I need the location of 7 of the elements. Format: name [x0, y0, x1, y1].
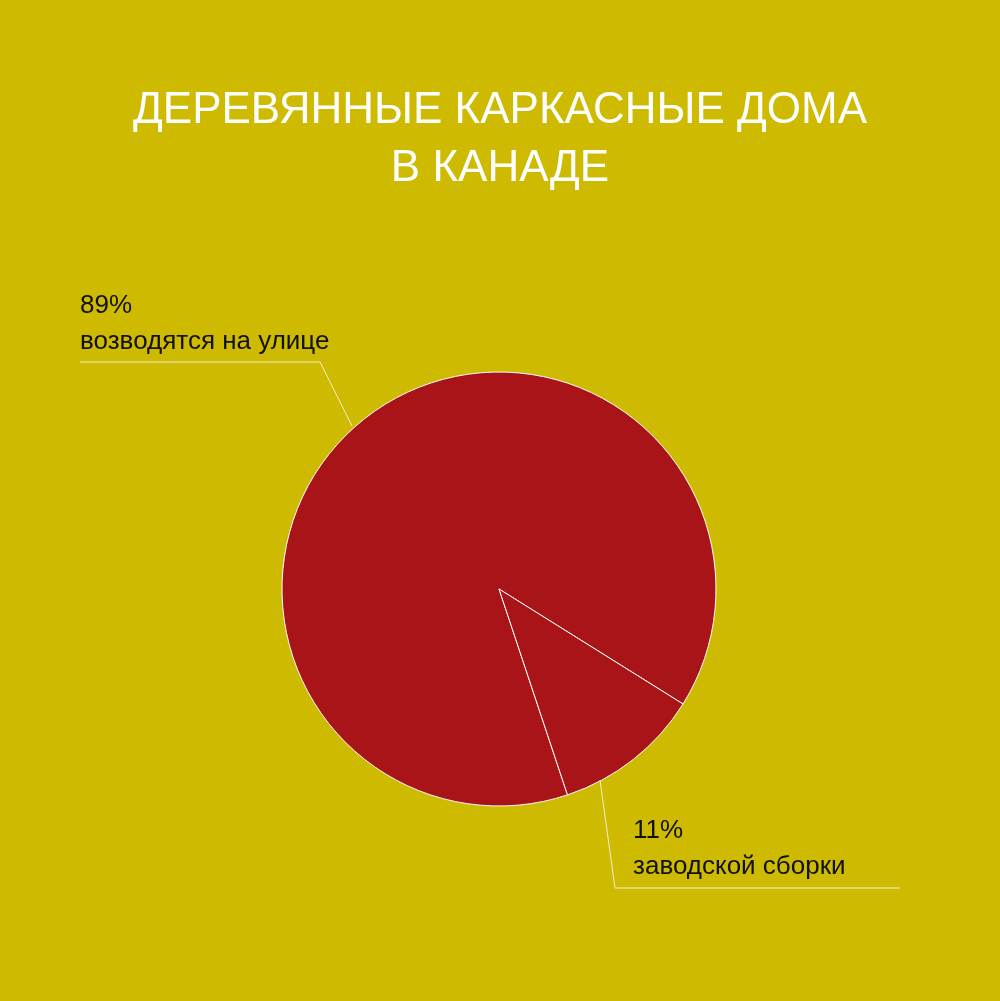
- chart-title: ДЕРЕВЯННЫЕ КАРКАСНЫЕ ДОМА В КАНАДЕ: [132, 83, 868, 190]
- data-label: 89%: [80, 289, 133, 319]
- pie-slice: [498, 588, 684, 796]
- slice-label: возводятся на улице: [80, 325, 330, 355]
- slice-label: заводской сборки: [633, 850, 846, 880]
- pie-slice: [281, 371, 717, 807]
- data-label: 11%: [633, 814, 684, 844]
